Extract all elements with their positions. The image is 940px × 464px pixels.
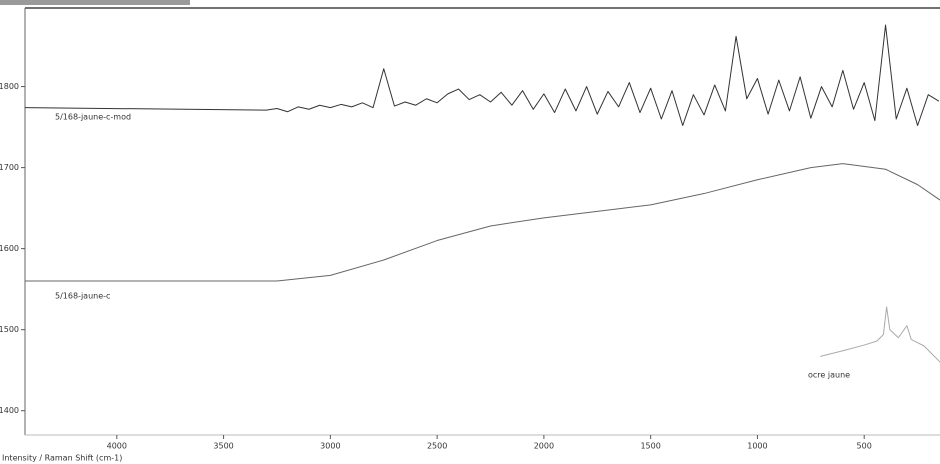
spectrum-line (820, 306, 940, 363)
x-tick-label: 3500 (213, 442, 233, 451)
x-tick-label: 4000 (107, 442, 127, 451)
x-tick-label: 2500 (427, 442, 447, 451)
x-tick-label: 1000 (747, 442, 767, 451)
x-tick-label: 3000 (320, 442, 340, 451)
series-label: ocre jaune (808, 371, 850, 380)
y-tick-label: 1400 (0, 406, 19, 415)
y-tick-label: 1600 (0, 244, 19, 253)
series-label: 5/168-jaune-c (55, 292, 110, 301)
y-tick-label: 1800 (0, 82, 19, 91)
x-tick-label: 2000 (534, 442, 554, 451)
x-tick-label: 500 (857, 442, 872, 451)
spectrum-line (25, 163, 940, 282)
x-axis-label: Intensity / Raman Shift (cm-1) (2, 454, 122, 463)
spectrum-line (24, 24, 940, 126)
series-label: 5/168-jaune-c-mod (55, 113, 131, 122)
y-tick-label: 1700 (0, 163, 19, 172)
x-tick-label: 1500 (640, 442, 660, 451)
y-tick-label: 1500 (0, 325, 19, 334)
window-tab (0, 0, 190, 5)
